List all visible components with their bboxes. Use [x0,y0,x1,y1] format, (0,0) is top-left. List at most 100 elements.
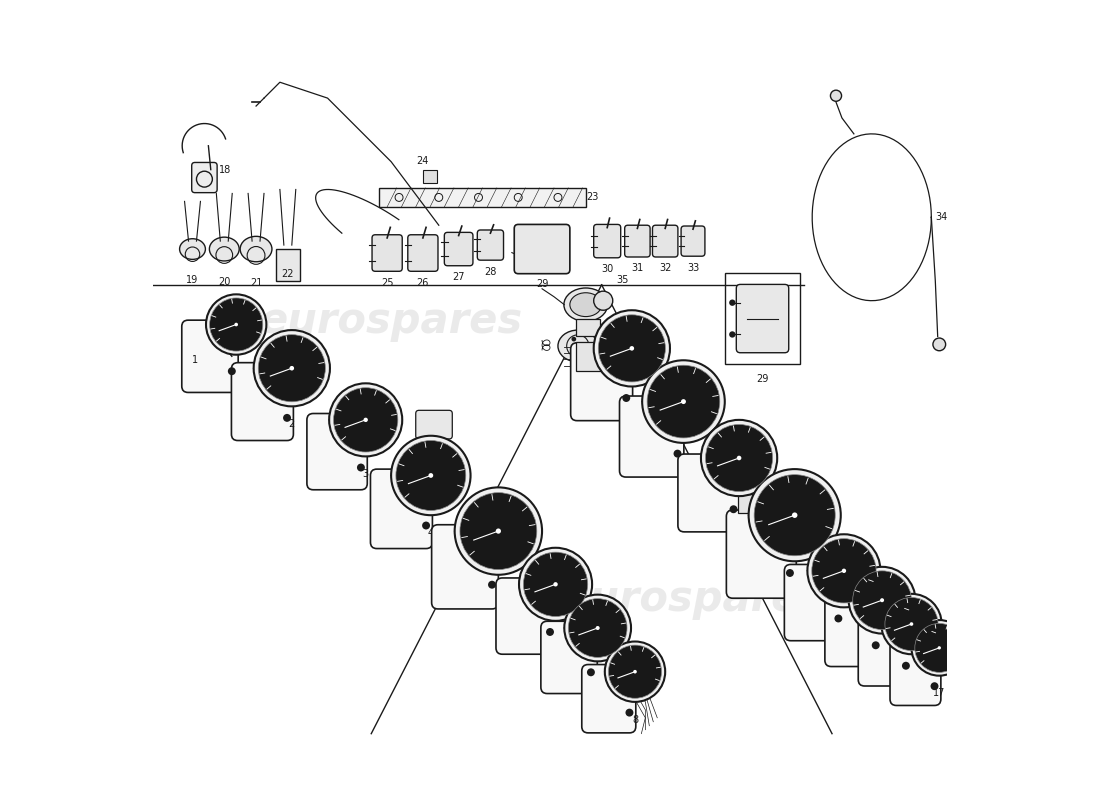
Text: 27: 27 [452,272,465,282]
Circle shape [729,299,736,306]
Circle shape [792,513,798,518]
Circle shape [254,330,330,406]
Circle shape [488,545,496,553]
Ellipse shape [570,293,602,317]
Circle shape [673,415,682,423]
Circle shape [931,657,938,664]
Circle shape [880,598,884,602]
Ellipse shape [558,330,597,362]
FancyBboxPatch shape [408,234,438,271]
FancyBboxPatch shape [726,510,796,598]
Text: 30: 30 [601,264,614,274]
Text: eurospares: eurospares [561,578,825,620]
Circle shape [881,594,942,654]
Circle shape [605,642,665,702]
FancyBboxPatch shape [858,618,912,686]
Circle shape [849,567,915,634]
Circle shape [931,682,938,690]
Circle shape [912,620,967,676]
Circle shape [289,366,294,370]
Circle shape [835,582,843,590]
Text: 11: 11 [678,456,690,466]
FancyBboxPatch shape [571,342,632,421]
Text: 17: 17 [933,688,946,698]
FancyBboxPatch shape [652,226,678,257]
Circle shape [755,474,835,556]
Text: 29: 29 [757,374,769,384]
Circle shape [807,534,880,607]
Circle shape [460,493,537,570]
Circle shape [524,552,587,617]
Text: 7: 7 [594,674,601,684]
Circle shape [705,425,772,491]
FancyBboxPatch shape [444,232,473,266]
Circle shape [729,506,737,514]
Circle shape [283,414,292,422]
Circle shape [564,594,631,662]
Circle shape [454,487,542,574]
Text: 2: 2 [288,419,295,429]
Circle shape [626,681,634,689]
Text: 6: 6 [552,634,559,643]
Text: 32: 32 [659,263,671,274]
Circle shape [358,463,365,471]
Circle shape [488,581,496,589]
Bar [276,249,300,281]
FancyBboxPatch shape [496,578,557,654]
Circle shape [422,522,430,530]
FancyBboxPatch shape [825,594,882,666]
Text: 28: 28 [484,266,496,277]
Bar [725,273,801,364]
Circle shape [569,598,627,658]
Circle shape [594,310,670,386]
Circle shape [623,394,630,402]
FancyBboxPatch shape [582,665,636,733]
FancyBboxPatch shape [477,230,504,260]
Text: 36: 36 [602,366,614,376]
Circle shape [786,531,794,539]
Circle shape [871,611,880,619]
Circle shape [737,456,741,460]
Circle shape [647,366,719,438]
FancyBboxPatch shape [416,410,452,439]
Text: 18: 18 [219,165,231,174]
Circle shape [701,420,778,496]
Circle shape [572,350,576,355]
Text: 4: 4 [428,528,433,538]
Text: 14: 14 [838,620,850,630]
Bar [379,188,585,207]
Ellipse shape [240,236,272,262]
Circle shape [283,382,292,390]
Text: 16: 16 [905,667,917,677]
Circle shape [422,488,430,496]
Text: 12: 12 [733,509,746,519]
Circle shape [673,450,682,458]
FancyBboxPatch shape [371,469,432,549]
FancyBboxPatch shape [594,225,620,258]
Circle shape [396,441,465,510]
Text: 10: 10 [626,399,638,410]
Circle shape [583,343,588,348]
Circle shape [572,337,576,342]
Text: 34: 34 [935,212,947,222]
Circle shape [363,418,367,422]
Text: 21: 21 [250,278,262,288]
Text: 24: 24 [417,156,429,166]
Text: 8: 8 [631,714,638,725]
Bar [422,170,437,183]
Circle shape [948,668,956,676]
Circle shape [546,596,554,604]
Circle shape [234,322,238,326]
Text: 22: 22 [282,269,294,279]
Circle shape [206,294,266,354]
FancyBboxPatch shape [625,226,650,257]
FancyBboxPatch shape [678,454,740,532]
Circle shape [634,670,637,674]
FancyBboxPatch shape [231,362,294,441]
Text: 35: 35 [616,275,628,285]
Circle shape [812,538,876,603]
Text: 5: 5 [495,587,502,598]
Circle shape [596,626,600,630]
Circle shape [210,298,263,351]
Circle shape [830,90,842,102]
